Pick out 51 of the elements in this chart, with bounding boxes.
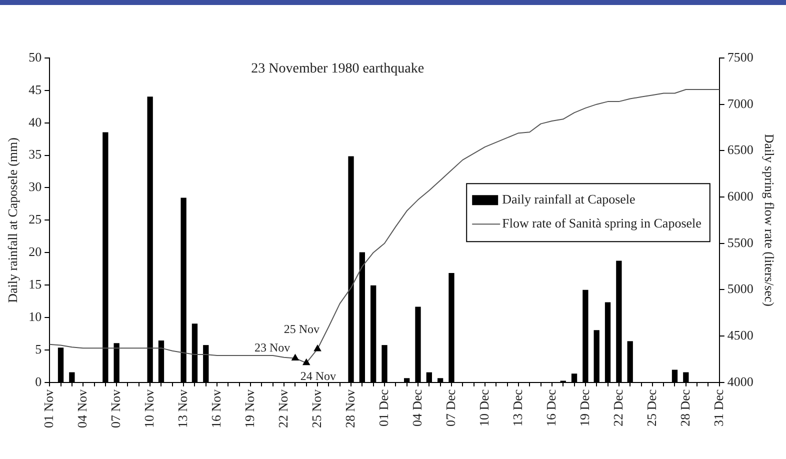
x-tick-label: 31 Dec	[710, 389, 726, 427]
y2-tick-label: 4500	[727, 327, 754, 342]
y2-tick-label: 6000	[727, 188, 754, 204]
y-axis-title: Daily rainfall at Caposele (mm)	[5, 138, 20, 303]
x-tick-label: 10 Dec	[476, 389, 492, 427]
point	[292, 354, 299, 361]
x-tick-label: 01 Dec	[376, 389, 391, 427]
y2-tick-label: 6500	[727, 142, 754, 158]
x-tick-label: 04 Nov	[74, 388, 90, 428]
legend-label: Flow rate of Sanità spring in Caposele	[502, 216, 702, 231]
y2-tick-label: 7500	[727, 49, 754, 64]
x-tick-label: 25 Dec	[644, 389, 659, 427]
x-tick-label: 16 Dec	[543, 389, 558, 427]
y-tick-label: 45	[28, 82, 42, 97]
annotation: 23 Nov	[254, 340, 290, 354]
y-tick-label: 20	[28, 244, 42, 260]
x-tick-label: 22 Dec	[610, 389, 626, 427]
y-tick-label: 10	[28, 308, 42, 324]
y-tick-label: 40	[28, 114, 42, 130]
x-tick-label: 01 Nov	[41, 388, 56, 428]
annotation: 25 Nov	[284, 322, 320, 336]
y-tick-label: 30	[28, 179, 42, 194]
x-tick-label: 28 Nov	[342, 388, 358, 428]
y-tick-label: 0	[35, 374, 42, 389]
y2-tick-label: 5000	[727, 281, 754, 296]
x-tick-label: 22 Nov	[275, 388, 290, 428]
x-tick-label: 25 Nov	[308, 388, 324, 428]
x-tick-label: 13 Dec	[510, 389, 525, 427]
y2-tick-label: 5500	[727, 234, 754, 250]
x-tick-label: 28 Dec	[677, 389, 692, 427]
legend-label: Daily rainfall at Caposele	[502, 192, 636, 207]
x-tick-label: 04 Dec	[409, 389, 424, 427]
x-tick-label: 16 Nov	[208, 388, 224, 428]
y2-tick-label: 7000	[727, 96, 754, 111]
y2-axis-title: Daily spring flow rate (liters/sec)	[762, 134, 777, 306]
y2-tick-label: 4000	[727, 374, 754, 389]
y-tick-label: 25	[28, 212, 42, 227]
y-tick-label: 50	[28, 49, 42, 64]
y-tick-label: 5	[35, 341, 42, 356]
y-tick-label: 15	[28, 276, 42, 292]
point	[314, 345, 322, 352]
x-tick-label: 19 Nov	[242, 388, 257, 428]
chart-title: 23 November 1980 earthquake	[251, 62, 424, 77]
annotation: 24 Nov	[300, 368, 336, 383]
point	[302, 358, 310, 366]
x-tick-label: 10 Nov	[141, 388, 156, 428]
x-tick-label: 07 Nov	[108, 388, 123, 428]
x-tick-label: 13 Nov	[174, 388, 190, 428]
x-tick-label: 07 Dec	[442, 389, 458, 427]
x-tick-label: 19 Dec	[576, 389, 592, 427]
y-tick-label: 35	[28, 146, 42, 162]
